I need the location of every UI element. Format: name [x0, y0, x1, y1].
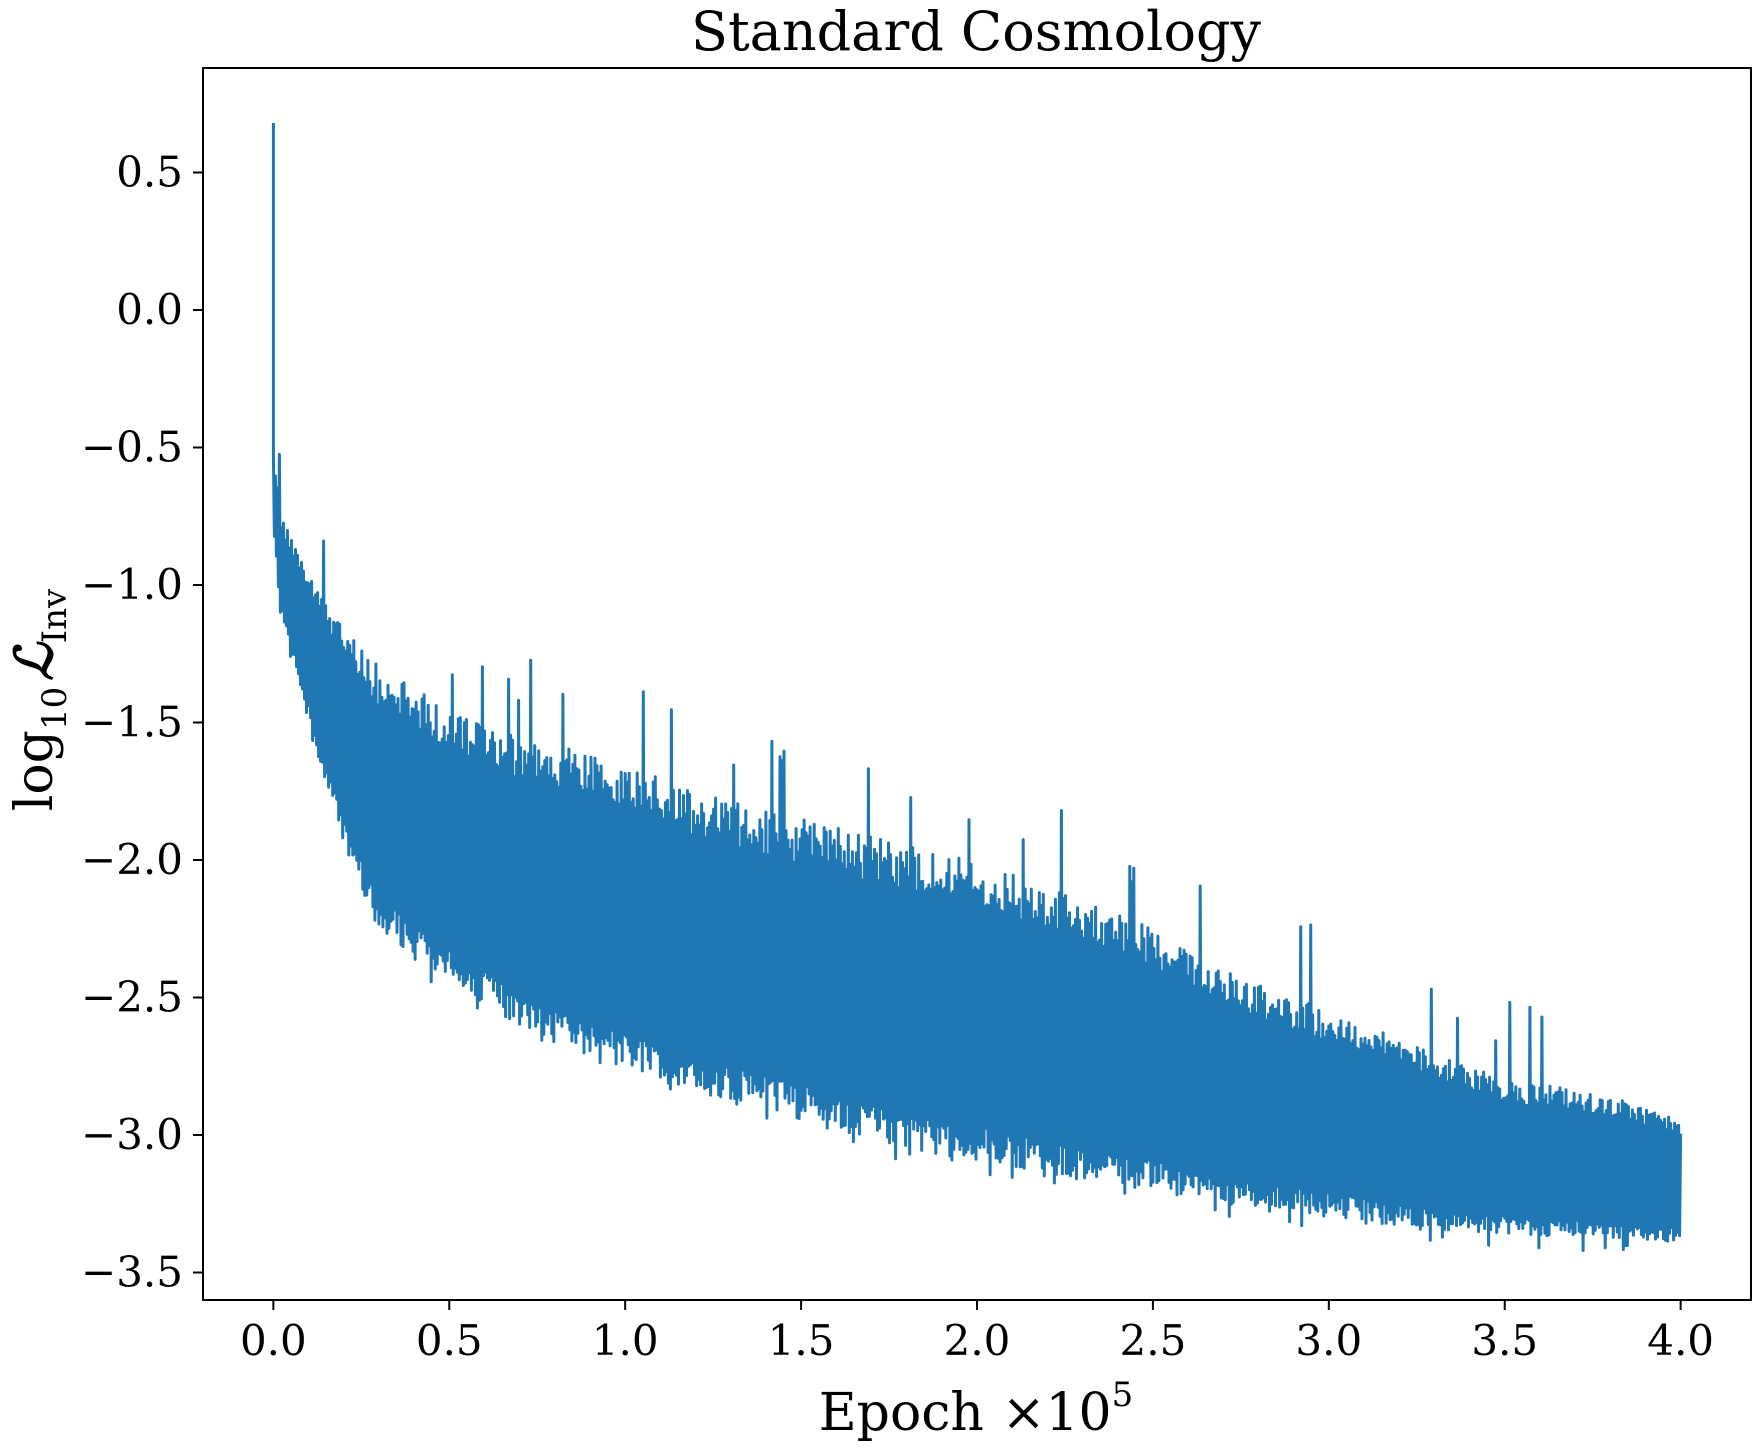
x-axis-label-multiplier: ×10: [1002, 1383, 1112, 1443]
y-tick-label: −1.0: [81, 560, 183, 609]
y-tick-label: −2.5: [81, 973, 183, 1022]
y-axis-label-prefix: log: [5, 730, 65, 811]
series-line: [271, 123, 1683, 1252]
y-axis-label-symbol-sub: Inv: [35, 588, 75, 643]
y-tick-label: 0.5: [116, 148, 183, 197]
x-tick-label: 2.0: [944, 1316, 1011, 1365]
y-axis: 0.5 0.0 −0.5 −1.0 −1.5 −2.0 −2.5 −3.0 −3.5: [81, 148, 203, 1297]
y-tick-label: −2.0: [81, 835, 183, 884]
x-axis-label-exponent: 5: [1112, 1375, 1134, 1415]
y-tick-label: −0.5: [81, 423, 183, 472]
x-tick-label: 4.0: [1647, 1316, 1714, 1365]
y-axis-label-prefix-sub: 10: [35, 687, 75, 730]
y-tick-label: −1.5: [81, 698, 183, 747]
x-tick-label: 0.0: [240, 1316, 307, 1365]
y-tick-label: −3.5: [81, 1248, 183, 1297]
x-tick-label: 1.5: [768, 1316, 835, 1365]
x-tick-label: 3.5: [1471, 1316, 1538, 1365]
y-axis-label: log10 ℒInv: [4, 588, 75, 811]
y-axis-label-symbol: ℒ: [4, 641, 65, 681]
x-axis-label: Epoch ×105: [819, 1375, 1134, 1443]
x-axis-label-main: Epoch: [819, 1383, 984, 1443]
y-tick-label: −3.0: [81, 1110, 183, 1159]
x-tick-label: 1.0: [592, 1316, 659, 1365]
series-layer: [271, 123, 1683, 1252]
x-axis: 0.0 0.5 1.0 1.5 2.0 2.5 3.0 3.5 4.0: [240, 1300, 1714, 1365]
chart-title: Standard Cosmology: [691, 0, 1262, 63]
y-tick-label: 0.0: [116, 285, 183, 334]
x-tick-label: 2.5: [1120, 1316, 1187, 1365]
x-tick-label: 3.0: [1295, 1316, 1362, 1365]
x-tick-label: 0.5: [416, 1316, 483, 1365]
